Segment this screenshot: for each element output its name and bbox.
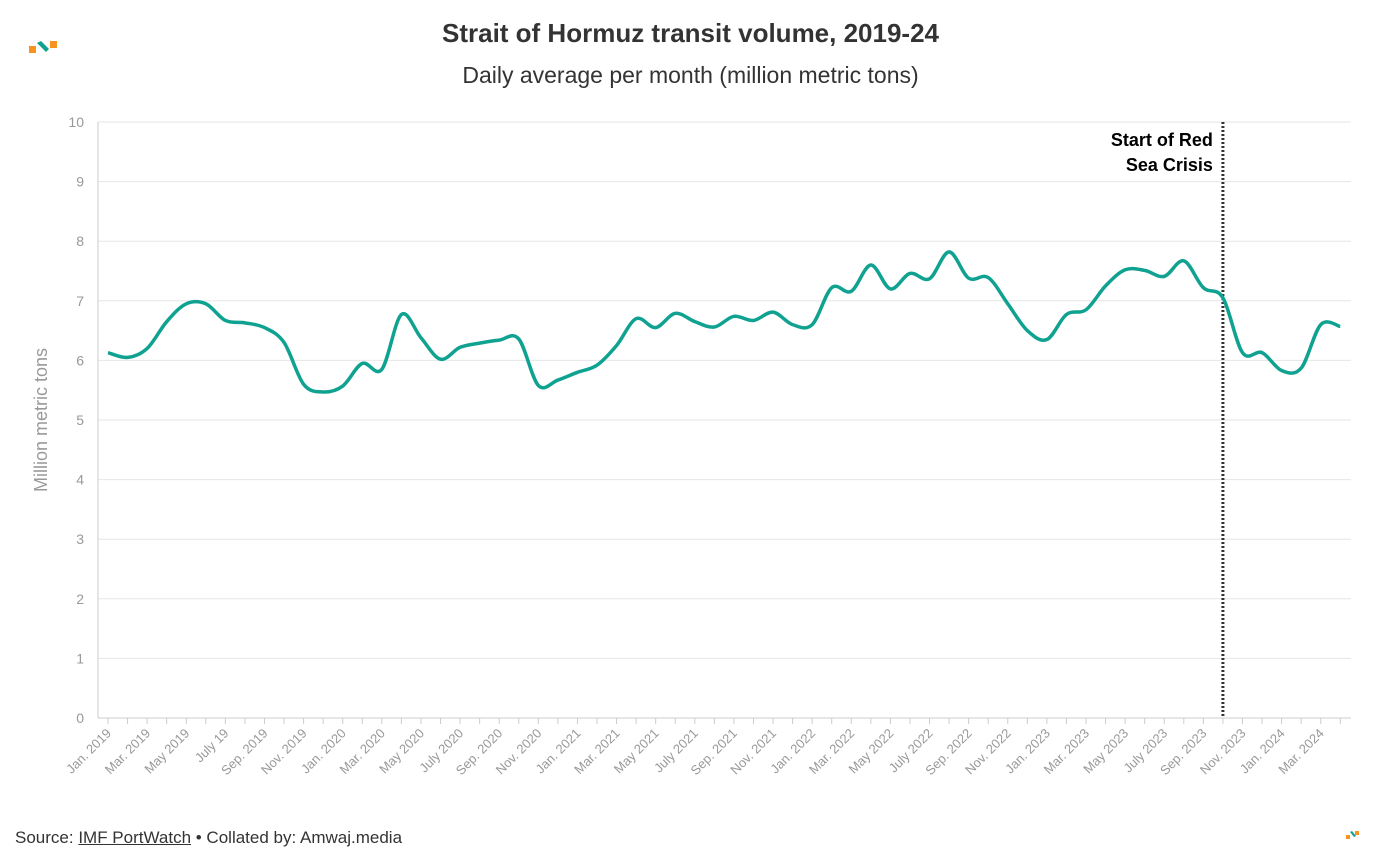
footer-logo-icon-part [1355,831,1359,835]
logo-icon-part [50,41,57,48]
y-tick-label: 5 [76,412,84,428]
annotation-label: Start of Red [1111,130,1213,150]
footer: Source: IMF PortWatch • Collated by: Amw… [15,828,402,848]
y-tick-label: 3 [76,531,84,547]
series-line-transit-volume [107,250,1341,394]
annotation-label: Sea Crisis [1126,155,1213,175]
y-axis-label: Million metric tons [31,348,51,492]
y-tick-label: 4 [76,472,84,488]
y-tick-label: 10 [68,114,84,130]
collated-by: • Collated by: Amwaj.media [191,828,403,847]
y-tick-label: 7 [76,293,84,309]
logo-icon [29,46,36,53]
y-tick-label: 0 [76,710,84,726]
y-tick-label: 8 [76,233,84,249]
y-tick-label: 1 [76,650,84,666]
y-tick-label: 2 [76,591,84,607]
footer-logo-icon [1346,835,1350,839]
source-link[interactable]: IMF PortWatch [78,828,192,847]
y-tick-label: 6 [76,352,84,368]
chart-title: Strait of Hormuz transit volume, 2019-24 [441,18,940,48]
y-tick-label: 9 [76,174,84,190]
chart-subtitle: Daily average per month (million metric … [462,62,919,88]
logo-icon-part [37,41,49,52]
source-label: Source: [15,828,79,847]
footer-logo-icon-part [1350,831,1356,837]
